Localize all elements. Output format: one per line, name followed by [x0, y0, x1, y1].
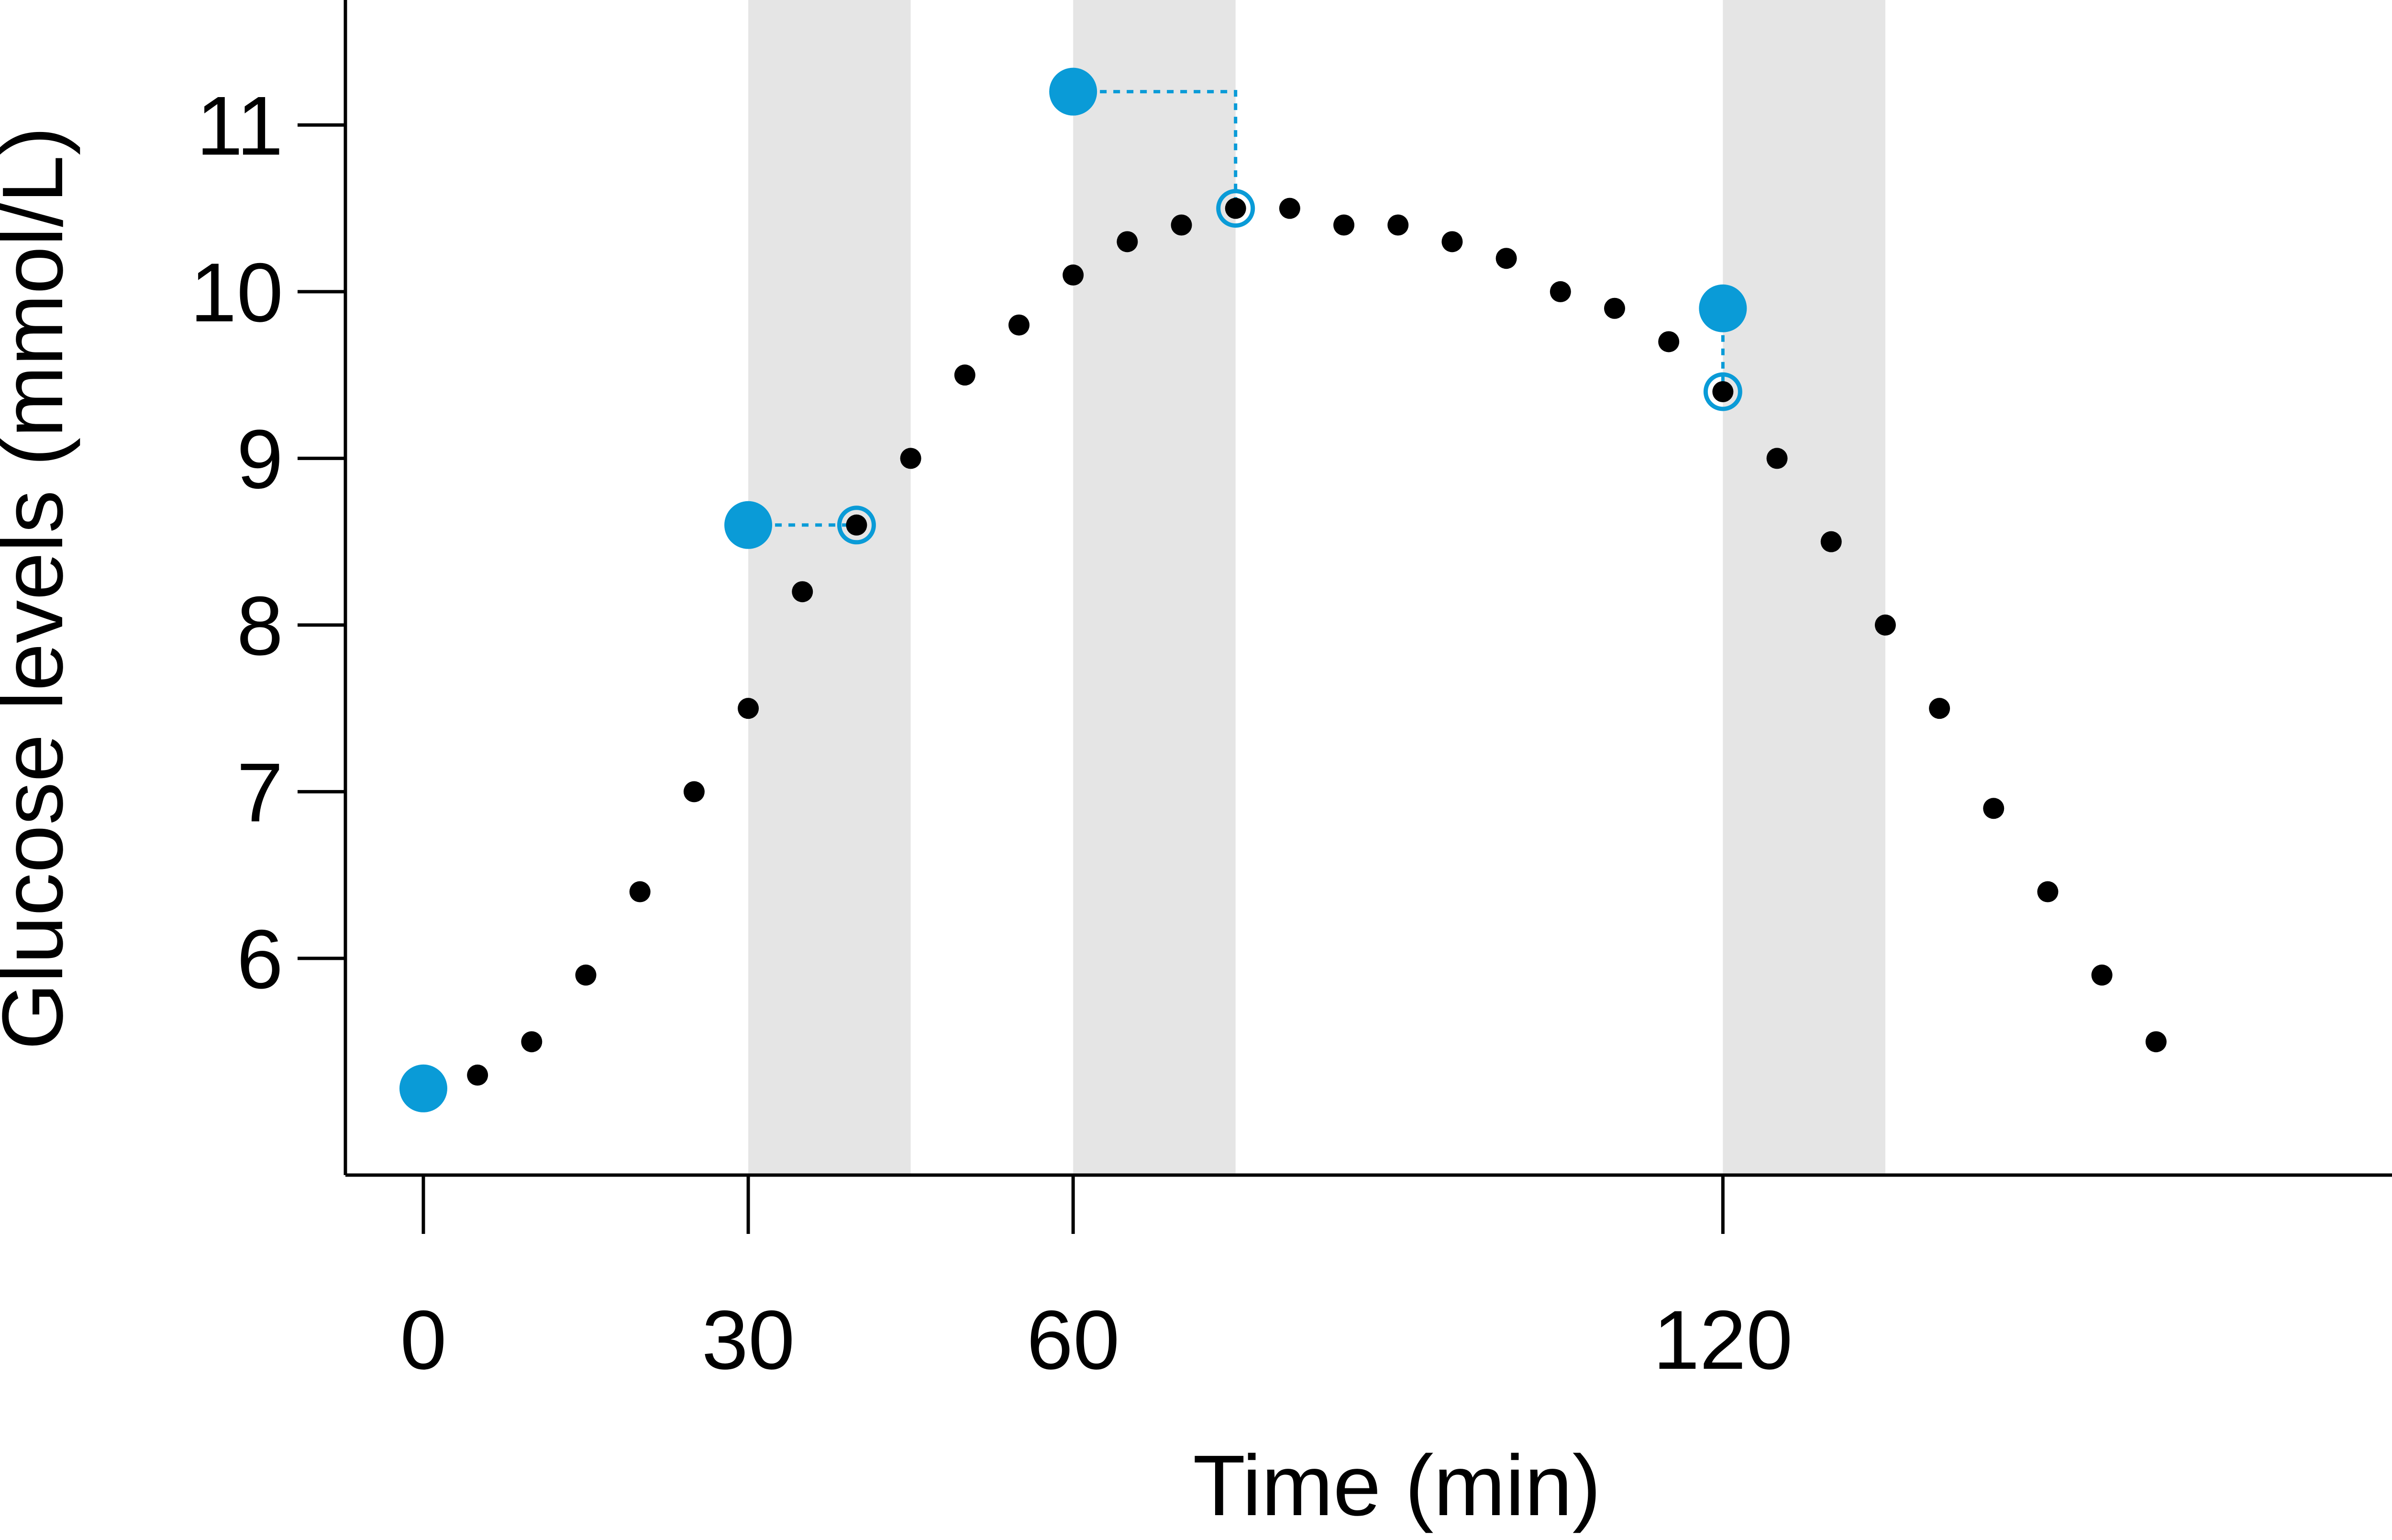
- x-tick-label: 30: [702, 1294, 795, 1387]
- data-point: [738, 698, 759, 719]
- data-point: [629, 881, 651, 902]
- data-point: [467, 1064, 488, 1086]
- highlight-point: [724, 501, 773, 549]
- data-point: [1225, 198, 1246, 219]
- data-point: [792, 581, 813, 603]
- data-points: [399, 67, 2167, 1112]
- data-point: [1117, 231, 1138, 253]
- data-point: [1929, 698, 1950, 719]
- x-axis-title: Time (min): [1193, 1438, 1601, 1534]
- axes: 6 7 8 9 10 11 0 30 60 120: [190, 0, 2392, 1387]
- data-point: [2037, 881, 2059, 902]
- data-point: [1441, 231, 1463, 253]
- data-point: [1333, 214, 1355, 236]
- data-point: [1495, 248, 1517, 269]
- connector-line: [1073, 90, 1238, 209]
- data-point: [1171, 214, 1192, 236]
- data-point: [575, 964, 597, 986]
- data-point: [1279, 198, 1300, 219]
- data-point: [846, 514, 867, 536]
- highlight-point: [399, 1064, 447, 1112]
- data-point: [900, 448, 921, 469]
- data-point: [2145, 1031, 2167, 1053]
- ring-marker: [1216, 189, 1255, 228]
- y-tick-label: 6: [237, 913, 283, 1006]
- shaded-interval: [748, 0, 911, 1175]
- data-point: [954, 364, 975, 386]
- data-point: [1063, 264, 1084, 286]
- shaded-interval: [1723, 0, 1885, 1175]
- data-point: [1983, 798, 2004, 819]
- y-tick-label: 10: [190, 246, 283, 340]
- data-point: [1874, 614, 1896, 636]
- y-tick-label: 8: [237, 580, 283, 673]
- shaded-intervals: [748, 0, 1885, 1175]
- data-point: [1604, 297, 1625, 319]
- data-point: [2091, 964, 2113, 986]
- data-point: [521, 1031, 543, 1053]
- y-tick-label: 9: [237, 413, 283, 506]
- data-point: [1550, 281, 1571, 302]
- data-point: [1766, 448, 1788, 469]
- ring-marker: [1703, 372, 1742, 411]
- y-axis-title: Glucose levels (mmol/L): [0, 127, 81, 1050]
- y-tick-label: 7: [237, 746, 283, 839]
- y-tick-label: 11: [196, 79, 283, 173]
- x-tick-label: 60: [1027, 1294, 1120, 1387]
- data-point: [1820, 531, 1842, 552]
- data-point: [683, 781, 705, 803]
- shaded-interval: [1073, 0, 1236, 1175]
- ring-marker: [837, 506, 876, 545]
- highlight-point: [1699, 284, 1747, 332]
- data-point: [1658, 331, 1680, 352]
- x-tick-label: 120: [1653, 1294, 1793, 1387]
- data-point: [1008, 314, 1030, 336]
- data-point: [1387, 214, 1409, 236]
- data-point: [1712, 381, 1734, 402]
- x-tick-label: 0: [400, 1294, 446, 1387]
- highlight-point: [1049, 67, 1097, 116]
